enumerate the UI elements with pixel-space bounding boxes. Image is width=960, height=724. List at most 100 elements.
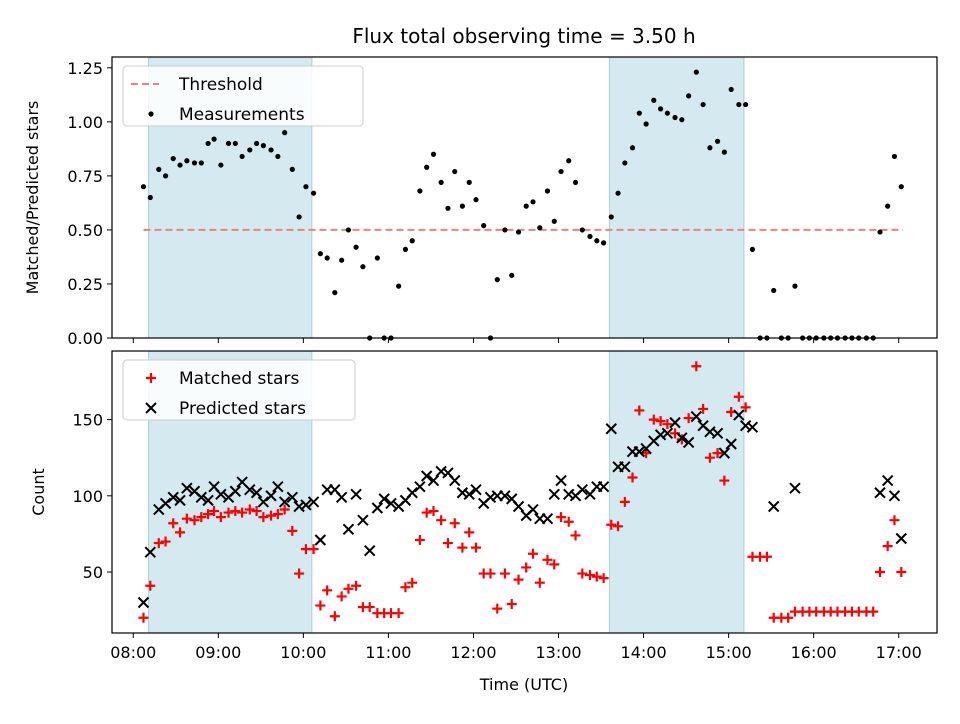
shaded-interval [609, 350, 745, 634]
measurement-point [417, 188, 423, 194]
y-tick-label: 0.25 [67, 275, 103, 294]
predicted-stars-point [682, 436, 695, 449]
x-tick-label: 16:00 [791, 643, 837, 662]
matched-stars-point [464, 527, 475, 538]
measurement-point [156, 166, 162, 172]
predicted-stars-point [137, 596, 150, 609]
predicted-stars-point [661, 427, 674, 440]
predicted-stars-point [527, 503, 539, 516]
measurement-point [211, 136, 217, 142]
matched-stars-point [436, 515, 447, 526]
matched-stars-point [272, 509, 283, 520]
plot-frame [111, 350, 938, 634]
matched-stars-point [563, 516, 574, 527]
predicted-stars-point [342, 523, 355, 536]
predicted-stars-point [265, 490, 277, 502]
measurement-point [792, 283, 798, 289]
measurement-point [714, 138, 721, 144]
predicted-stars-point [576, 484, 589, 496]
measurement-point [515, 229, 522, 235]
y-tick-label: 0.50 [67, 221, 103, 240]
measurement-point [686, 93, 692, 99]
matched-stars-point [209, 506, 220, 517]
predicted-stars-point [257, 496, 270, 508]
measurement-point [473, 197, 479, 203]
measurement-point [594, 238, 600, 244]
predicted-stars-point [874, 487, 886, 499]
legend-measurement-swatch [148, 111, 154, 117]
matched-stars-point [889, 515, 900, 526]
matched-stars-point [322, 585, 333, 596]
chart-title: Flux total observing time = 3.50 h [352, 24, 695, 48]
matched-stars-point [230, 506, 241, 517]
legend-label: Predicted stars [179, 399, 306, 419]
legend: Threshold Measurements [122, 65, 364, 127]
matched-stars-point [196, 512, 207, 523]
measurement-point [239, 153, 245, 160]
matched-stars-point [627, 472, 638, 483]
matched-stars-point [521, 562, 532, 573]
predicted-stars-point [470, 484, 482, 496]
predicted-stars-point [378, 493, 390, 505]
y-tick-label: 50 [83, 563, 103, 582]
matched-stars-point [203, 509, 214, 520]
y-tick-label: 0.75 [67, 167, 103, 186]
matched-stars-point [343, 583, 354, 594]
x-tick-label: 17:00 [876, 643, 922, 662]
measurement-point [693, 69, 699, 75]
predicted-stars-point [300, 499, 312, 511]
matched-stars-point [613, 521, 624, 532]
y-tick-label: 1.00 [67, 113, 103, 132]
measurement-point [771, 287, 777, 294]
measurement-point [664, 110, 670, 116]
predicted-stars-point [895, 532, 907, 545]
measurement-point [743, 101, 749, 108]
legend-matched-swatch [146, 373, 156, 383]
x-tick-label: 08:00 [110, 643, 156, 662]
predicted-stars-point [181, 482, 193, 494]
x-tick-label: 14:00 [621, 643, 667, 662]
measurement-point [721, 149, 727, 155]
x-tick-label: 11:00 [365, 643, 411, 662]
matched-stars-point [698, 403, 709, 414]
matched-stars-point [761, 551, 772, 562]
matched-stars-point [655, 416, 666, 427]
predicted-stars-point [605, 423, 617, 435]
predicted-stars-point [725, 438, 737, 450]
measurement-point [481, 223, 487, 229]
matched-stars-point [393, 608, 404, 619]
matched-stars-point [287, 525, 298, 536]
matched-stars-point [336, 591, 347, 602]
matched-stars-point [683, 413, 694, 424]
measurement-point [749, 246, 756, 252]
top-panel: 0.00 0.25 0.50 0.75 1.00 1.25 Matched/Predicte… [23, 56, 938, 348]
matched-stars-point [258, 512, 269, 523]
measurement-point [600, 240, 607, 246]
matched-stars-point [733, 391, 744, 402]
predicted-stars-point [350, 488, 362, 500]
measurement-point [494, 277, 500, 283]
measurement-point [177, 162, 183, 168]
measurement-point [672, 114, 678, 121]
predicted-stars-point [548, 488, 560, 500]
predicted-stars-point [406, 487, 418, 499]
legend: Matched stars Predicted stars [122, 359, 356, 421]
matched-stars-point [570, 530, 581, 541]
measurement-point [198, 160, 204, 166]
x-tick-label: 12:00 [450, 643, 496, 662]
plot-frame [111, 56, 938, 339]
measurement-point [310, 190, 317, 196]
measurement-point [147, 194, 153, 201]
predicted-stars-point [427, 474, 440, 487]
measurement-point [438, 179, 444, 185]
measurement-point [679, 117, 685, 123]
matched-stars-point [364, 602, 375, 613]
measurement-point [303, 184, 309, 190]
predicted-stars-point [746, 421, 759, 433]
predicted-stars-point [633, 445, 646, 458]
y-axis-label: Matched/Predicted stars [23, 101, 42, 295]
matched-stars-point [783, 612, 794, 623]
measurement-point [502, 227, 508, 233]
predicted-stars-point [250, 487, 263, 499]
matched-stars-point [442, 538, 453, 549]
